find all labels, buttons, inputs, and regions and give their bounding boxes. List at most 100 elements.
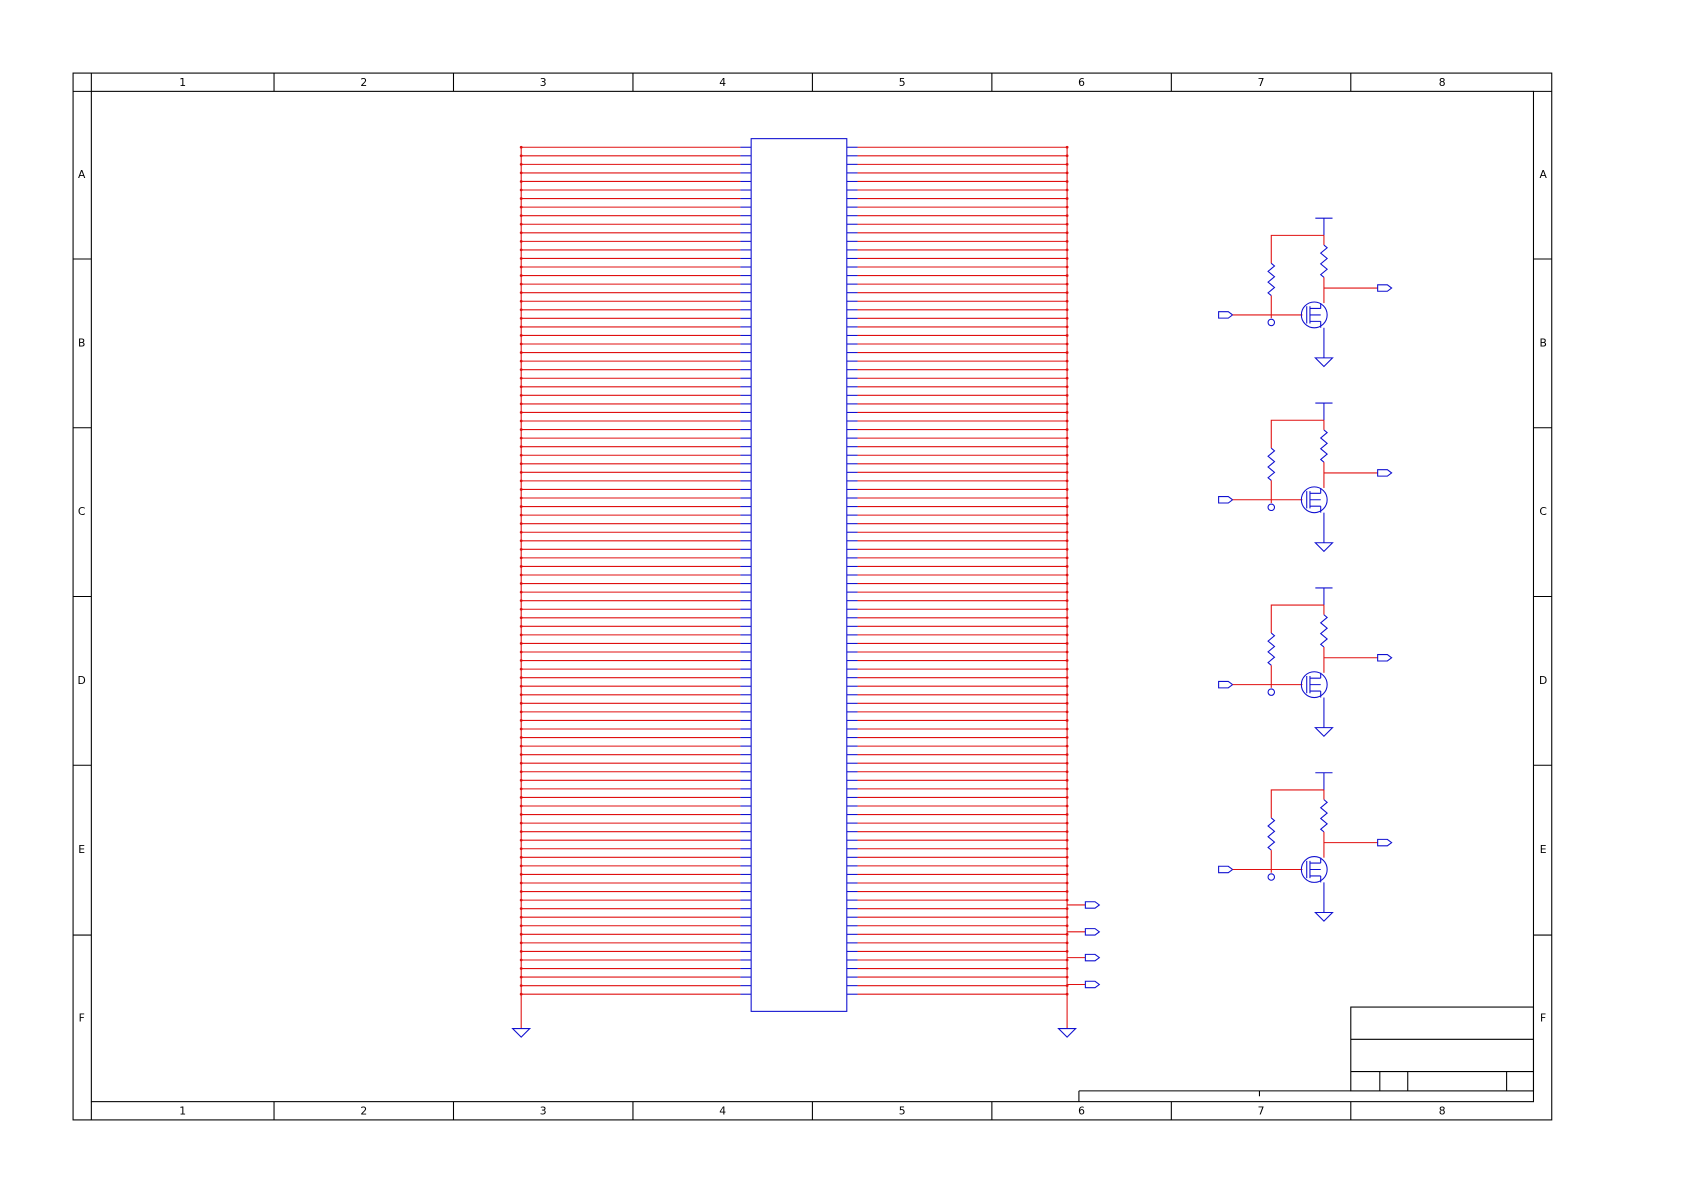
junction	[1065, 599, 1069, 603]
junction	[1065, 188, 1069, 192]
junction	[519, 907, 523, 911]
junction	[519, 684, 523, 688]
ground-symbol	[1314, 357, 1334, 368]
junction	[519, 744, 523, 748]
column-label: 1	[179, 1104, 186, 1117]
junction	[1065, 873, 1069, 876]
junction	[519, 881, 523, 885]
column-label: 7	[1258, 1104, 1265, 1117]
junction	[519, 616, 523, 620]
junction	[519, 813, 523, 816]
junction	[519, 308, 523, 312]
junction	[519, 719, 523, 722]
ground-symbol	[1314, 727, 1334, 737]
junction	[519, 599, 523, 603]
junction	[1065, 744, 1069, 748]
junction	[1065, 171, 1069, 175]
mosfet-detail	[1306, 487, 1322, 513]
junction	[519, 761, 523, 765]
junction	[1065, 530, 1069, 534]
junction	[519, 804, 523, 808]
junction	[519, 890, 523, 893]
junction	[1065, 881, 1069, 885]
column-label: 2	[360, 1104, 367, 1117]
junction	[519, 154, 523, 158]
test-point	[1267, 503, 1276, 512]
ic-body	[750, 138, 848, 1012]
junction	[519, 188, 523, 192]
column-label: 5	[899, 1104, 906, 1117]
junction	[1065, 368, 1069, 372]
junction	[519, 513, 523, 517]
junction	[1065, 453, 1069, 457]
junction	[1065, 719, 1069, 722]
junction	[1065, 308, 1069, 312]
junction	[1065, 701, 1069, 705]
junction	[519, 624, 523, 628]
mosfet-detail	[1306, 303, 1322, 328]
title-box	[1350, 1006, 1535, 1092]
junction	[1065, 154, 1069, 158]
junction	[1065, 513, 1069, 517]
junction	[519, 351, 523, 354]
junction	[519, 428, 523, 431]
junction	[519, 975, 523, 979]
junction	[519, 530, 523, 534]
junction	[1065, 393, 1069, 397]
mosfet	[1300, 671, 1328, 699]
junction	[519, 941, 523, 945]
junction	[1065, 898, 1069, 902]
resistor	[1267, 447, 1276, 481]
column-label: 2	[360, 76, 367, 89]
junction	[519, 642, 523, 645]
junction	[1065, 710, 1069, 714]
column-label: 8	[1439, 76, 1446, 89]
junction	[519, 505, 523, 508]
junction	[519, 496, 523, 500]
resistor	[1319, 614, 1328, 648]
junction	[1065, 162, 1069, 166]
junction	[519, 539, 523, 543]
junction	[1065, 248, 1069, 252]
junction	[1065, 573, 1069, 577]
junction	[519, 967, 523, 970]
junction	[519, 231, 523, 235]
junction	[1065, 462, 1069, 466]
junction	[1065, 539, 1069, 543]
junction	[1065, 804, 1069, 808]
junction	[1065, 864, 1069, 868]
junction	[519, 821, 523, 825]
connector-bus	[511, 138, 1101, 1038]
junction	[519, 838, 523, 842]
ground-symbol	[1314, 542, 1334, 553]
junction	[1065, 325, 1069, 329]
port-symbol	[1218, 680, 1234, 689]
row-label: E	[1540, 843, 1547, 856]
junction	[1065, 727, 1069, 731]
junction	[519, 701, 523, 705]
junction	[1065, 676, 1069, 680]
junction	[519, 462, 523, 466]
junction	[519, 796, 523, 799]
junction	[1065, 890, 1069, 893]
junction	[519, 992, 523, 996]
junction	[1065, 299, 1069, 303]
transistor-stage	[1218, 402, 1393, 553]
resistor	[1319, 244, 1328, 278]
junction	[519, 770, 523, 774]
junction	[519, 291, 523, 295]
junction	[1065, 488, 1069, 491]
junction	[1065, 222, 1069, 226]
row-label: F	[1540, 1011, 1546, 1024]
port-symbol	[1084, 901, 1101, 909]
junction	[1065, 855, 1069, 859]
junction	[1065, 932, 1069, 936]
column-label: 4	[719, 1104, 726, 1117]
junction	[519, 257, 523, 260]
port-symbol	[1377, 284, 1393, 292]
junction	[1065, 633, 1069, 637]
junction	[1065, 770, 1069, 774]
junction	[519, 342, 523, 346]
